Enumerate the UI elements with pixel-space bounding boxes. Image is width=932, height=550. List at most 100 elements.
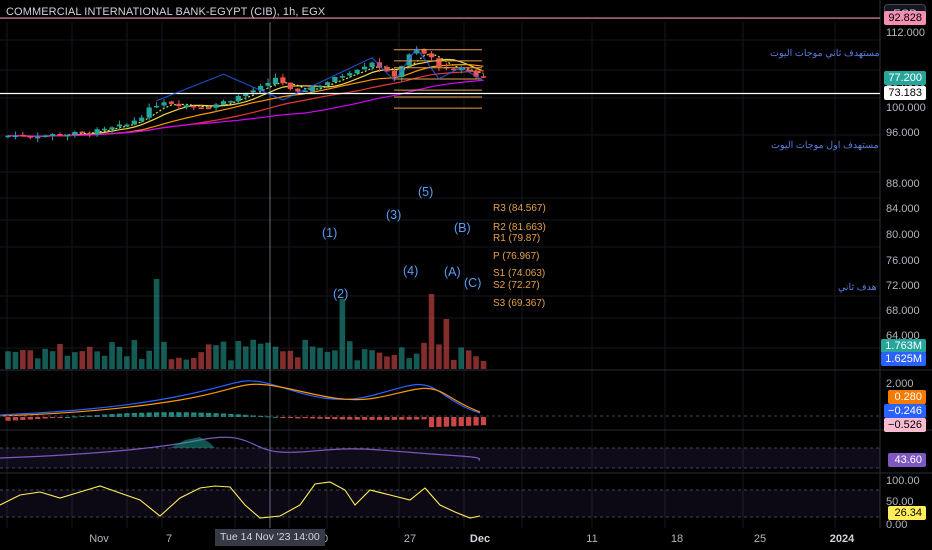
macd-histogram-bar: [391, 417, 397, 420]
volume-bar: [287, 350, 294, 369]
candle-body: [154, 105, 160, 108]
x-tick-label: Dec: [469, 533, 491, 545]
rsi-band: [0, 448, 880, 468]
candle-body: [347, 73, 353, 76]
candle-body: [280, 77, 286, 84]
candle-body: [12, 135, 19, 138]
volume-bar: [354, 360, 361, 369]
volume-bar: [176, 357, 182, 369]
volume-bar: [153, 279, 160, 369]
y-tick-label: 80.000: [886, 229, 920, 241]
macd-histogram-bar: [272, 416, 279, 418]
volume-tag-0: 1.763M: [881, 339, 926, 353]
macd-histogram-bar: [332, 417, 338, 420]
x-tick-label: 2024: [829, 533, 855, 545]
x-tick-label: 11: [586, 533, 598, 545]
volume-bar: [109, 342, 115, 369]
volume-bar: [250, 339, 256, 369]
y-tick-label: 68.000: [886, 305, 920, 317]
candle-body: [79, 131, 85, 134]
volume-bar: [220, 341, 227, 369]
macd-histogram-bar: [79, 415, 85, 417]
volume-bar: [116, 346, 123, 369]
pivot-label-s2: S2 (72.27): [493, 280, 540, 291]
candle-body: [42, 135, 48, 138]
pivot-label-s1: S1 (74.063): [493, 268, 546, 279]
candle-body: [228, 101, 234, 103]
volume-bar: [391, 354, 398, 369]
macd-histogram-bar: [116, 413, 123, 417]
candle-body: [428, 53, 435, 58]
volume-bar: [49, 351, 56, 369]
candle-body: [258, 85, 264, 91]
macd-histogram-bar: [220, 413, 227, 417]
macd-histogram-bar: [287, 417, 293, 418]
candle-body: [354, 69, 360, 74]
volume-bar: [86, 346, 93, 369]
macd-histogram-bar: [421, 417, 427, 420]
candle-body: [324, 82, 331, 86]
candle-body: [414, 49, 420, 54]
wave-label-2: (2): [333, 287, 349, 301]
candle-body: [161, 102, 167, 106]
target-label-3: هدف ثاني: [838, 282, 877, 293]
candle-body: [87, 133, 93, 135]
candle-body: [250, 90, 256, 93]
target-label-1: مستهدف اول موجات اليوت: [771, 140, 879, 151]
pivot-label-r1: R1 (79.87): [493, 233, 541, 244]
macd-histogram-bar: [324, 417, 331, 419]
macd-histogram-bar: [369, 417, 375, 420]
macd-histogram-bar: [183, 412, 189, 417]
target-label-2: مستهدف ثاني موجات اليوت: [770, 48, 880, 59]
volume-bar: [183, 359, 190, 369]
candle-body: [287, 82, 293, 89]
candle-body: [146, 107, 152, 118]
candle-body: [310, 86, 316, 92]
volume-bar: [302, 339, 308, 369]
chart-title: COMMERCIAL INTERNATIONAL BANK-EGYPT (CIB…: [6, 6, 326, 18]
pivot-label-r3: R3 (84.567): [493, 203, 546, 214]
wave-label-5: (5): [418, 185, 434, 199]
macd-histogram-bar: [206, 412, 212, 417]
indicator-tick-label: 100.00: [886, 475, 920, 487]
macd-histogram-bar: [295, 417, 301, 419]
stoch-line: [0, 481, 481, 519]
macd-histogram-bar: [35, 417, 41, 420]
macd-histogram-bar: [376, 417, 383, 420]
candle-body: [265, 83, 271, 86]
volume-bar: [265, 342, 271, 369]
volume-bar: [131, 339, 138, 369]
volume-bar: [5, 351, 11, 369]
macd-histogram-bar: [191, 412, 197, 417]
macd-histogram-bar: [265, 416, 271, 418]
macd-histogram-bar: [72, 416, 78, 418]
elliott-wave-path: [156, 47, 484, 102]
macd-histogram-bar: [87, 415, 93, 417]
macd-histogram-bar: [243, 414, 249, 417]
candle-body: [302, 90, 308, 93]
macd-signal-line: [0, 383, 481, 417]
volume-bar: [228, 360, 234, 369]
volume-bar: [309, 346, 316, 369]
volume-bar: [451, 359, 457, 369]
volume-bar: [198, 352, 204, 369]
candle-body: [176, 103, 182, 107]
candle-body: [272, 77, 279, 85]
macd-histogram-bar: [339, 417, 345, 420]
volume-bar: [72, 352, 78, 369]
macd-histogram-bar: [480, 417, 487, 426]
candle-body: [94, 129, 100, 135]
candle-body: [198, 107, 204, 110]
candle-body: [436, 58, 442, 67]
volume-bar: [361, 349, 368, 369]
macd-histogram-bar: [436, 417, 442, 427]
macd-histogram-bar: [354, 417, 360, 420]
volume-bar: [27, 350, 34, 369]
macd-histogram-bar: [49, 417, 56, 419]
candle-body: [480, 76, 487, 78]
macd-histogram-bar: [12, 417, 19, 421]
candle-body: [213, 104, 219, 108]
candle-body: [109, 127, 115, 130]
